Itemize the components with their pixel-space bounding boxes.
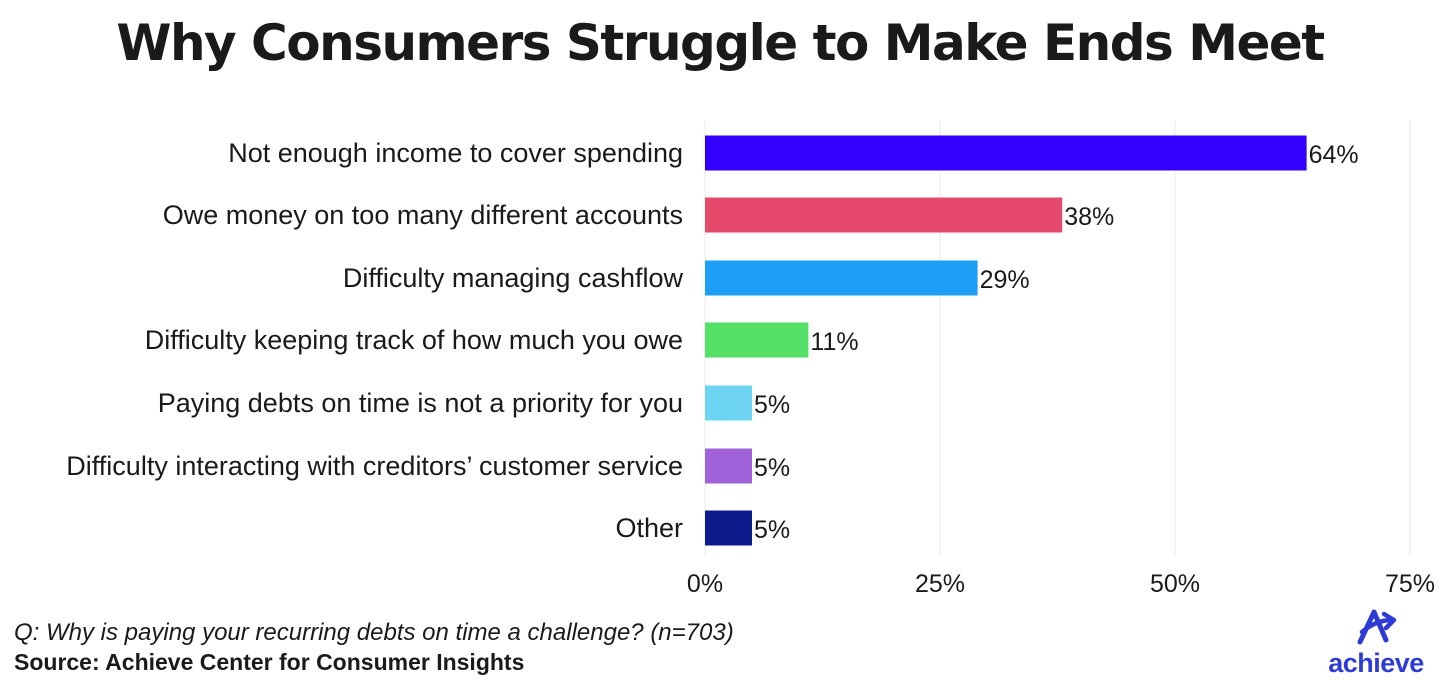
- category-label: Other: [615, 513, 683, 543]
- bar: [705, 197, 1063, 233]
- bar: [705, 385, 752, 421]
- achieve-logo: achieve: [1318, 604, 1434, 680]
- chart-title: Why Consumers Struggle to Make Ends Meet: [116, 14, 1325, 72]
- logo-text: achieve: [1328, 648, 1424, 678]
- category-label: Difficulty interacting with creditors’ c…: [66, 451, 683, 481]
- data-label: 5%: [754, 454, 790, 482]
- x-tick-label: 50%: [1150, 570, 1200, 598]
- x-tick-label: 75%: [1385, 570, 1435, 598]
- bar: [705, 322, 809, 358]
- data-label: 5%: [754, 391, 790, 419]
- bar: [705, 510, 752, 546]
- data-label: 5%: [754, 516, 790, 544]
- bar: [705, 448, 752, 484]
- achieve-a-arrow-icon: [1357, 609, 1397, 645]
- category-label: Owe money on too many different accounts: [163, 200, 683, 230]
- data-label: 29%: [980, 266, 1030, 294]
- data-label: 38%: [1064, 203, 1114, 231]
- category-label: Difficulty managing cashflow: [343, 263, 684, 293]
- category-label: Not enough income to cover spending: [228, 138, 683, 168]
- x-tick-label: 25%: [915, 570, 965, 598]
- bar: [705, 135, 1307, 171]
- category-label: Difficulty keeping track of how much you…: [145, 325, 683, 355]
- source-note: Source: Achieve Center for Consumer Insi…: [14, 649, 525, 675]
- data-label: 11%: [810, 328, 858, 356]
- category-label: Paying debts on time is not a priority f…: [158, 388, 683, 418]
- survey-question: Q: Why is paying your recurring debts on…: [14, 619, 734, 646]
- x-tick-label: 0%: [687, 570, 723, 598]
- data-label: 64%: [1309, 141, 1359, 169]
- bar: [705, 260, 978, 296]
